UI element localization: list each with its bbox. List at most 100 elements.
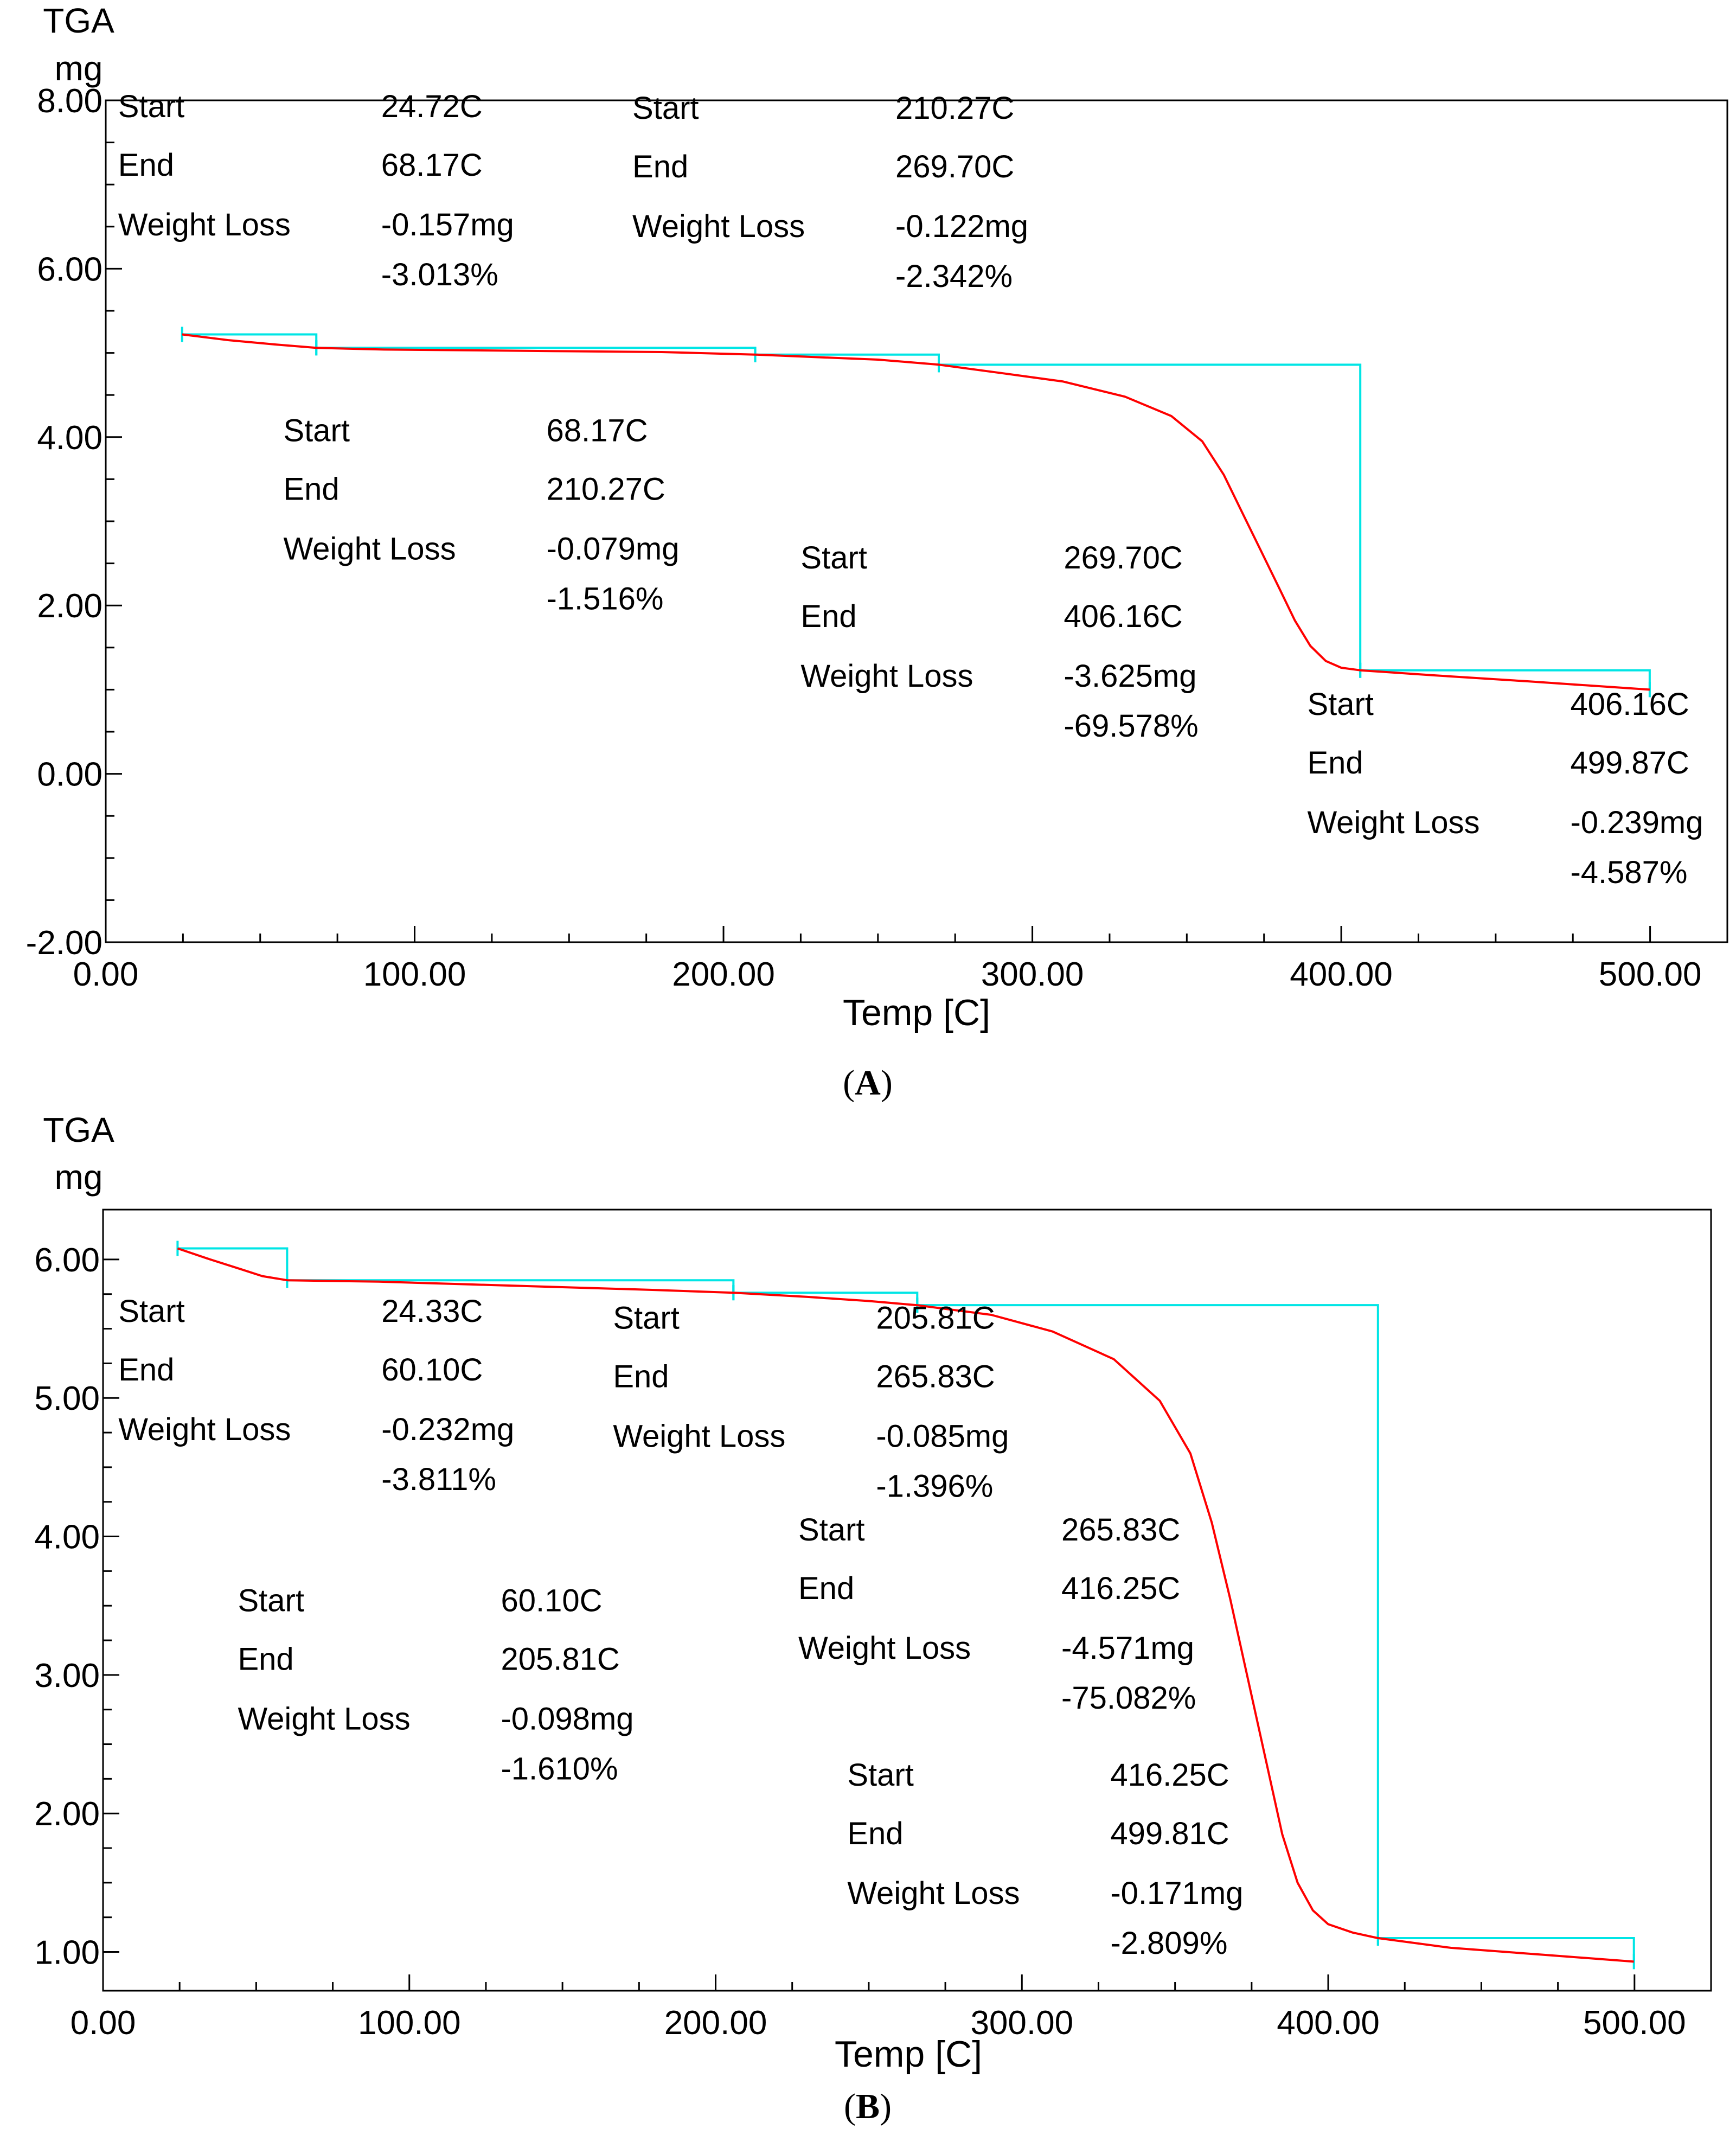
chart-panel-b: 0.00 100.00 200.00 300.00 400.00 500.00 1.00 2.… [34,1110,1712,2126]
annotation-end-value: 499.81C [1110,1816,1229,1851]
annotation-end-value: 499.87C [1570,745,1689,781]
annotation-loss-label: Weight Loss [613,1419,785,1454]
plot-frame [102,1209,1712,1992]
annotation-start-label: Start [632,91,699,126]
y-tick-label: 4.00 [37,419,103,457]
annotation-loss-mg: -0.232mg [381,1412,514,1447]
annotation-start-label: Start [238,1583,304,1618]
tga-curve-line [182,333,1650,691]
annotation-end-label: End [118,1352,174,1388]
annotation-block-2: Start 68.17C End 210.27C Weight Loss -0.079mg… [283,413,679,617]
annotation-loss-pct: -1.516% [546,581,663,617]
annotation-loss-mg: -0.239mg [1570,805,1703,840]
annotation-start-label: Start [798,1512,865,1548]
annotation-start-value: 265.83C [1061,1512,1180,1548]
annotation-block-1: Start 24.72C End 68.17C Weight Loss -0.157mg -… [118,89,514,292]
annotation-loss-pct: -2.342% [895,259,1013,294]
annotation-end-label: End [798,1571,854,1606]
annotation-start-value: 269.70C [1064,540,1182,576]
annotation-start-label: Start [800,540,867,576]
annotation-end-value: 416.25C [1061,1571,1180,1606]
annotation-end-label: End [238,1641,293,1677]
x-tick-label: 100.00 [363,956,466,993]
annotation-loss-pct: -4.587% [1570,855,1687,890]
y-axis-title: TGA [43,1,114,40]
annotation-loss-pct: -75.082% [1061,1680,1196,1716]
annotation-loss-pct: -1.610% [501,1751,618,1786]
annotation-loss-label: Weight Loss [800,659,973,694]
annotation-start-label: Start [847,1757,914,1793]
annotation-loss-mg: -0.079mg [546,532,679,567]
step-line-1 [177,1247,289,1281]
annotation-start-value: 416.25C [1110,1757,1229,1793]
x-tick-label: 200.00 [672,956,775,993]
chart-panel-a: 0.00 100.00 200.00 300.00 400.00 500.00-2.000… [26,1,1728,1103]
annotation-start-value: 406.16C [1570,687,1689,722]
step-line-4 [939,363,1362,670]
annotation-block-3: Start 210.27C End 269.70C Weight Loss -0.122m… [632,91,1028,294]
y-axis-unit: mg [55,1158,103,1197]
step-line-4 [917,1304,1379,1938]
annotation-loss-pct: -69.578% [1064,708,1198,744]
panel-label-paren: ( [843,1063,855,1103]
annotation-loss-mg: -0.171mg [1110,1876,1243,1911]
x-tick-label: 500.00 [1599,956,1702,993]
annotation-loss-label: Weight Loss [632,209,805,244]
annotation-loss-label: Weight Loss [1307,805,1479,840]
x-tick-label: 400.00 [1277,2004,1380,2042]
annotation-end-value: 269.70C [895,149,1014,184]
annotation-block-1: Start 24.33C End 60.10C Weight Loss -0.232mg -… [118,1294,514,1497]
annotation-start-label: Start [118,89,185,124]
annotation-loss-mg: -0.157mg [381,207,514,242]
annotation-block-2: Start 60.10C End 205.81C Weight Loss -0.098mg… [238,1583,633,1786]
x-tick-label: 200.00 [664,2004,767,2042]
panel-label: (A) [843,1063,893,1103]
annotation-start-value: 210.27C [895,91,1014,126]
panel-label: (B) [844,2087,892,2126]
annotation-end-label: End [632,149,688,184]
y-axis-unit: mg [55,49,103,88]
annotation-loss-mg: -4.571mg [1061,1631,1194,1666]
x-tick-label: 400.00 [1290,956,1393,993]
x-axis-title: Temp [C] [835,2034,982,2075]
annotation-loss-label: Weight Loss [118,207,291,242]
panel-label-letter: A [855,1063,881,1103]
x-tick-label: 300.00 [981,956,1084,993]
annotation-start-value: 60.10C [501,1583,602,1618]
annotation-block-5: Start 416.25C End 499.81C Weight Loss -0.171m… [847,1757,1243,1961]
annotation-loss-mg: -0.122mg [895,209,1028,244]
annotation-loss-mg: -3.625mg [1064,659,1196,694]
y-tick-label: 4.00 [34,1519,100,1556]
y-tick-label: 5.00 [34,1380,100,1417]
panel-label-paren: ) [881,1063,893,1103]
annotation-start-value: 205.81C [876,1301,995,1336]
annotation-loss-label: Weight Loss [283,532,456,567]
y-tick-label: 8.00 [37,82,103,120]
y-tick-label: 2.00 [37,587,103,625]
annotation-end-label: End [847,1816,903,1851]
y-tick-label: 6.00 [37,251,103,288]
annotation-loss-label: Weight Loss [118,1412,291,1447]
annotation-start-value: 24.72C [381,89,483,124]
annotation-loss-label: Weight Loss [238,1701,410,1736]
annotation-start-label: Start [118,1294,185,1329]
annotation-end-label: End [1307,745,1363,781]
annotation-loss-mg: -0.085mg [876,1419,1009,1454]
annotation-loss-label: Weight Loss [798,1631,971,1666]
annotation-end-value: 205.81C [501,1641,619,1677]
annotation-end-label: End [283,472,339,507]
annotation-loss-mg: -0.098mg [501,1701,633,1736]
tga-curve-line [177,1247,1634,1963]
annotation-start-label: Start [613,1301,680,1336]
annotation-end-label: End [613,1359,669,1395]
annotation-start-label: Start [283,413,350,449]
x-axis-title: Temp [C] [843,992,990,1033]
panel-label-paren: ( [844,2087,856,2126]
y-tick-label: 3.00 [34,1657,100,1695]
annotation-start-label: Start [1307,687,1374,722]
y-tick-label: 0.00 [37,756,103,794]
annotation-loss-pct: -2.809% [1110,1926,1227,1961]
annotation-block-4: Start 269.70C End 406.16C Weight Loss -3.625m… [800,540,1198,744]
annotation-end-value: 68.17C [381,148,483,183]
